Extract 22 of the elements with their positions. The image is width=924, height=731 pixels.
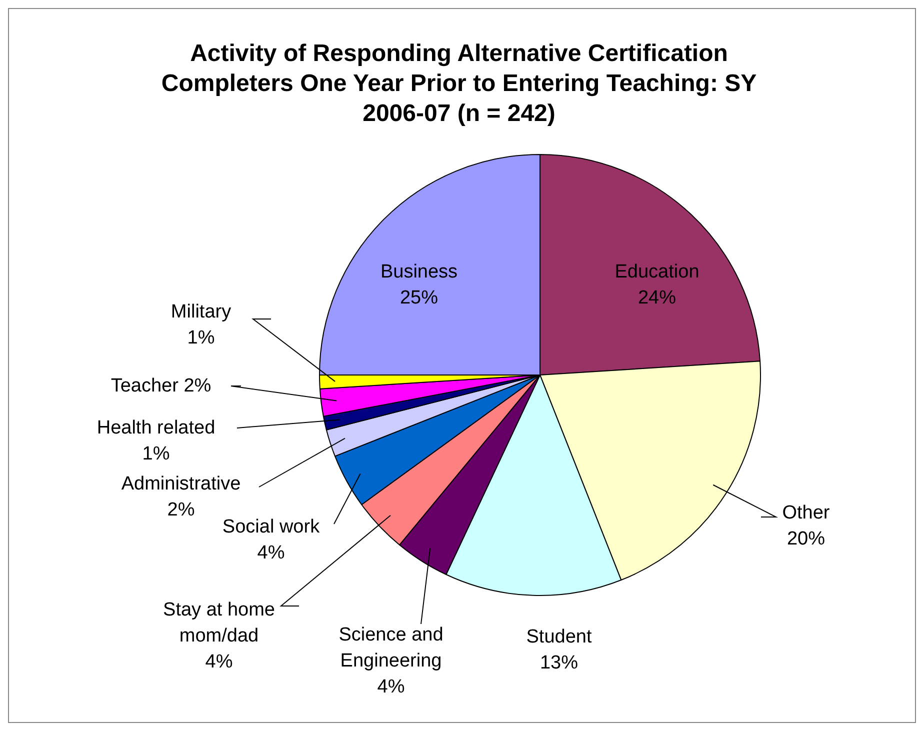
slice-label: Business: [380, 262, 458, 283]
slice-label: Social work: [222, 516, 320, 538]
data-label: 1%: [142, 444, 170, 465]
data-label: 2%: [167, 500, 195, 521]
slice-label: Military: [170, 302, 232, 323]
data-label: 20%: [786, 528, 826, 550]
data-label: 4%: [205, 652, 233, 673]
slice-label: Science and Engineering: [338, 624, 444, 672]
data-label: 4%: [377, 676, 405, 698]
data-label: 24%: [638, 288, 676, 309]
slice-label: Administrative: [121, 474, 241, 495]
data-label: 4%: [257, 542, 285, 564]
chart-title: Activity of Responding Alternative Certification Completers One Year Prior to Entering Teaching: SY 2006-07 (n = 242): [160, 39, 758, 129]
data-label: 25%: [400, 288, 438, 309]
slice-label: Other: [782, 502, 830, 524]
data-label: 13%: [540, 652, 578, 674]
data-label: 1%: [187, 328, 215, 349]
slice-label: Education: [614, 262, 700, 283]
slice-label: Stay at home mom/dad: [163, 600, 275, 647]
slice-label: Health related: [96, 418, 216, 439]
slice-label: Student: [526, 626, 592, 648]
slice-label: Teacher 2%: [110, 376, 212, 397]
